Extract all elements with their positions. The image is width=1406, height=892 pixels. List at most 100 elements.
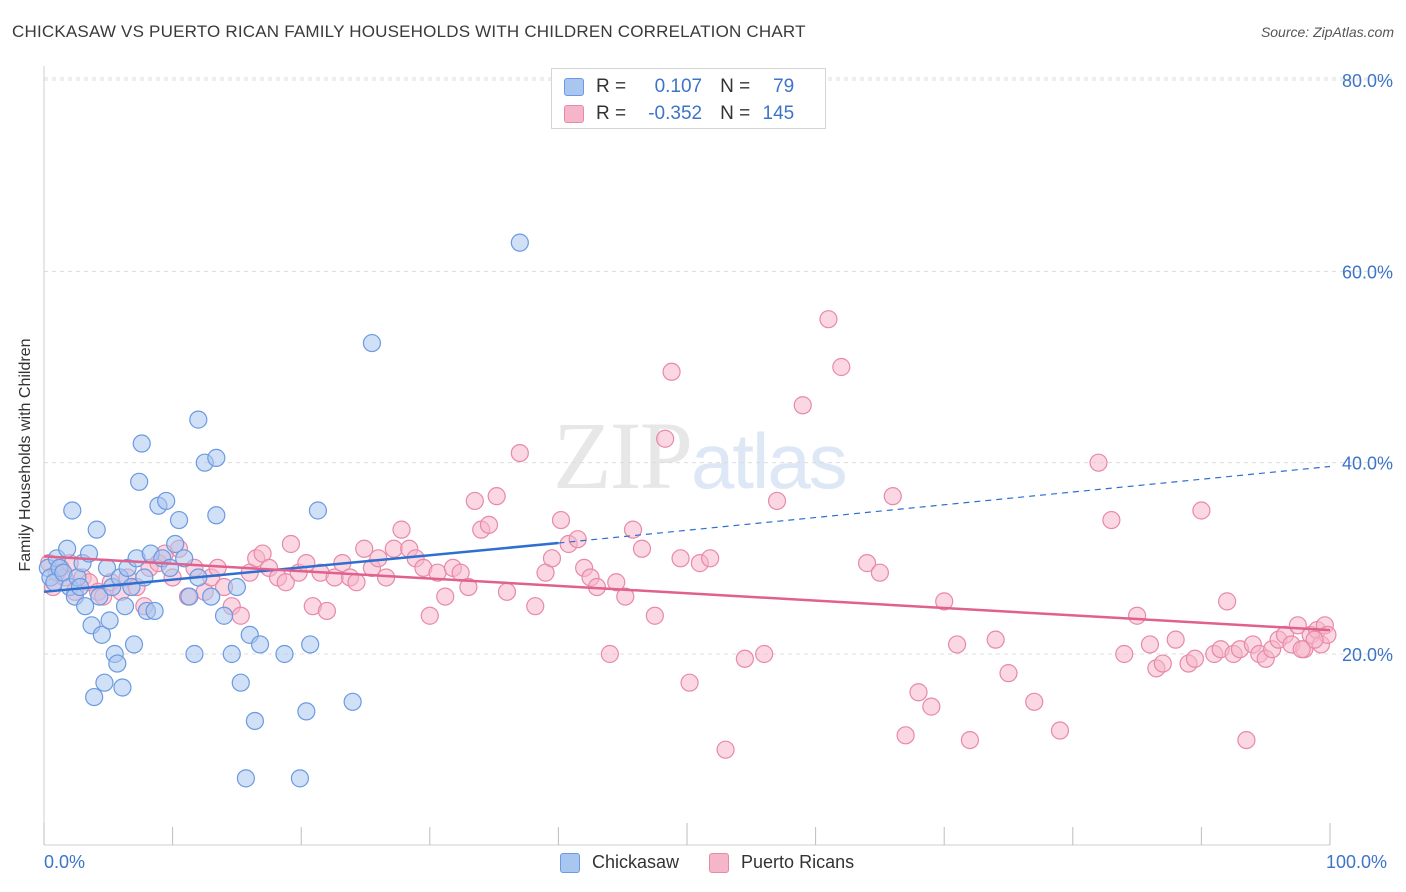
puerto-ricans-point-82 (662, 362, 681, 381)
chickasaw-swatch (564, 78, 584, 96)
legend-r-label: R = (596, 103, 627, 124)
chickasaw-point-25 (108, 654, 127, 673)
puerto-ricans-point-77 (616, 587, 635, 606)
y-tick-label-60: 60.0% (1342, 262, 1393, 282)
puerto-ricans-point-106 (1050, 721, 1070, 740)
watermark-zip: ZIP (553, 402, 693, 509)
chickasaw-point-67 (343, 692, 362, 711)
chickasaw-point-38 (145, 601, 164, 621)
chickasaw-point-19 (92, 625, 111, 644)
chickasaw-point-33 (130, 472, 149, 491)
puerto-ricans-point-97 (896, 726, 915, 745)
puerto-ricans-point-123 (1237, 730, 1256, 750)
puerto-ricans-point-64 (497, 582, 517, 601)
chickasaw-point-68 (362, 333, 382, 353)
puerto-ricans-point-101 (947, 635, 967, 654)
puerto-ricans-point-71 (568, 530, 587, 549)
legend-r-value-chickasaw: 0.107 (654, 76, 703, 97)
puerto-ricans-point-99 (922, 697, 941, 716)
chickasaw-point-63 (290, 769, 310, 788)
chickasaw-point-53 (207, 448, 226, 467)
legend-row-chickasaw: R = 0.107 N = 79 (564, 74, 794, 100)
legend-r-label: R = (596, 76, 627, 97)
puerto-ricans-point-78 (623, 520, 643, 539)
puerto-ricans-point-90 (767, 491, 787, 511)
chickasaw-point-44 (169, 510, 189, 530)
puerto-ricans-point-34 (276, 573, 295, 592)
puerto-ricans-point-100 (935, 592, 954, 611)
trend-lines (43, 465, 1331, 632)
puerto-ricans-point-44 (347, 573, 366, 592)
chickasaw-legend-swatch (560, 852, 580, 873)
puerto-ricans-point-98 (909, 683, 928, 702)
legend-item-chickasaw[interactable]: Chickasaw (560, 852, 679, 873)
legend-n-label: N = (720, 76, 751, 97)
chickasaw-point-55 (222, 644, 241, 664)
puerto-ricans-point-113 (1153, 654, 1172, 673)
watermark: ZIPatlas (553, 400, 848, 511)
legend-label-chickasaw: Chickasaw (592, 852, 680, 872)
puerto-ricans-point-75 (600, 644, 619, 664)
puerto-ricans-point-116 (1185, 649, 1205, 668)
correlation-legend: R = 0.107 N = 79 R = -0.352 N = 145 (551, 68, 826, 129)
puerto-ricans-point-56 (436, 587, 455, 606)
chickasaw-point-6 (58, 539, 77, 558)
watermark-atlas: atlas (691, 417, 848, 505)
puerto-ricans-point-81 (656, 429, 675, 448)
y-tick-label-20: 20.0% (1342, 645, 1393, 665)
legend-n-value-puerto-ricans: 145 (762, 103, 795, 124)
puerto-ricans-trend-line (43, 555, 1331, 632)
puerto-ricans-point-117 (1192, 501, 1211, 520)
chickasaw-point-47 (185, 644, 204, 664)
x-tick-min: 0.0% (44, 852, 86, 872)
puerto-ricans-point-102 (960, 730, 980, 750)
chickasaw-point-65 (301, 635, 320, 654)
chickasaw-point-27 (113, 678, 132, 697)
puerto-ricans-point-107 (1089, 453, 1108, 472)
chickasaw-trend-extension (558, 465, 1331, 544)
puerto-ricans-point-86 (701, 549, 720, 568)
chickasaw-point-66 (308, 501, 328, 520)
chickasaw-point-51 (202, 587, 221, 606)
puerto-ricans-point-108 (1102, 510, 1121, 530)
puerto-ricans-point-96 (883, 487, 902, 506)
chart-title: CHICKASAW VS PUERTO RICAN FAMILY HOUSEHO… (12, 22, 806, 41)
chickasaw-point-56 (227, 577, 246, 597)
puerto-ricans-point-120 (1218, 592, 1237, 611)
legend-r-value-puerto-ricans: -0.352 (648, 103, 703, 124)
chickasaw-point-43 (166, 534, 185, 554)
puerto-ricans-point-111 (1140, 635, 1160, 654)
puerto-ricans-point-63 (487, 487, 506, 506)
chickasaw-point-13 (76, 597, 95, 616)
legend-row-puerto-ricans: R = -0.352 N = 145 (564, 101, 794, 127)
puerto-ricans-point-110 (1127, 606, 1147, 625)
chickasaw-point-31 (124, 635, 144, 654)
chickasaw-point-16 (85, 687, 104, 707)
chickasaw-point-61 (250, 635, 270, 654)
chickasaw-point-28 (115, 597, 135, 616)
puerto-ricans-point-40 (317, 601, 337, 621)
chickasaw-trend-line (43, 541, 559, 594)
chickasaw-point-20 (95, 673, 114, 692)
puerto-ricans-point-87 (716, 740, 735, 759)
puerto-ricans-point-138 (1305, 630, 1324, 649)
puerto-ricans-point-114 (1166, 630, 1185, 649)
y-tick-label-80: 80.0% (1342, 71, 1393, 91)
puerto-ricans-point-68 (542, 549, 562, 568)
puerto-ricans-point-54 (420, 606, 439, 625)
chickasaw-point-18 (90, 587, 109, 606)
legend-label-puerto-ricans: Puerto Ricans (741, 852, 855, 872)
chickasaw-point-52 (207, 506, 226, 525)
chickasaw-point-17 (87, 520, 106, 539)
puerto-ricans-point-92 (819, 310, 838, 329)
puerto-ricans-point-60 (465, 491, 484, 511)
series-legend: Chickasaw Puerto Ricans (560, 852, 884, 873)
puerto-ricans-point-84 (680, 673, 699, 692)
puerto-ricans-points (40, 310, 1337, 759)
legend-n-value-chickasaw: 79 (773, 76, 795, 97)
puerto-ricans-point-83 (671, 549, 690, 568)
puerto-ricans-point-103 (986, 630, 1005, 649)
chickasaw-point-8 (63, 501, 82, 520)
chickasaw-point-34 (132, 434, 151, 453)
legend-item-puerto-ricans[interactable]: Puerto Ricans (709, 852, 854, 873)
